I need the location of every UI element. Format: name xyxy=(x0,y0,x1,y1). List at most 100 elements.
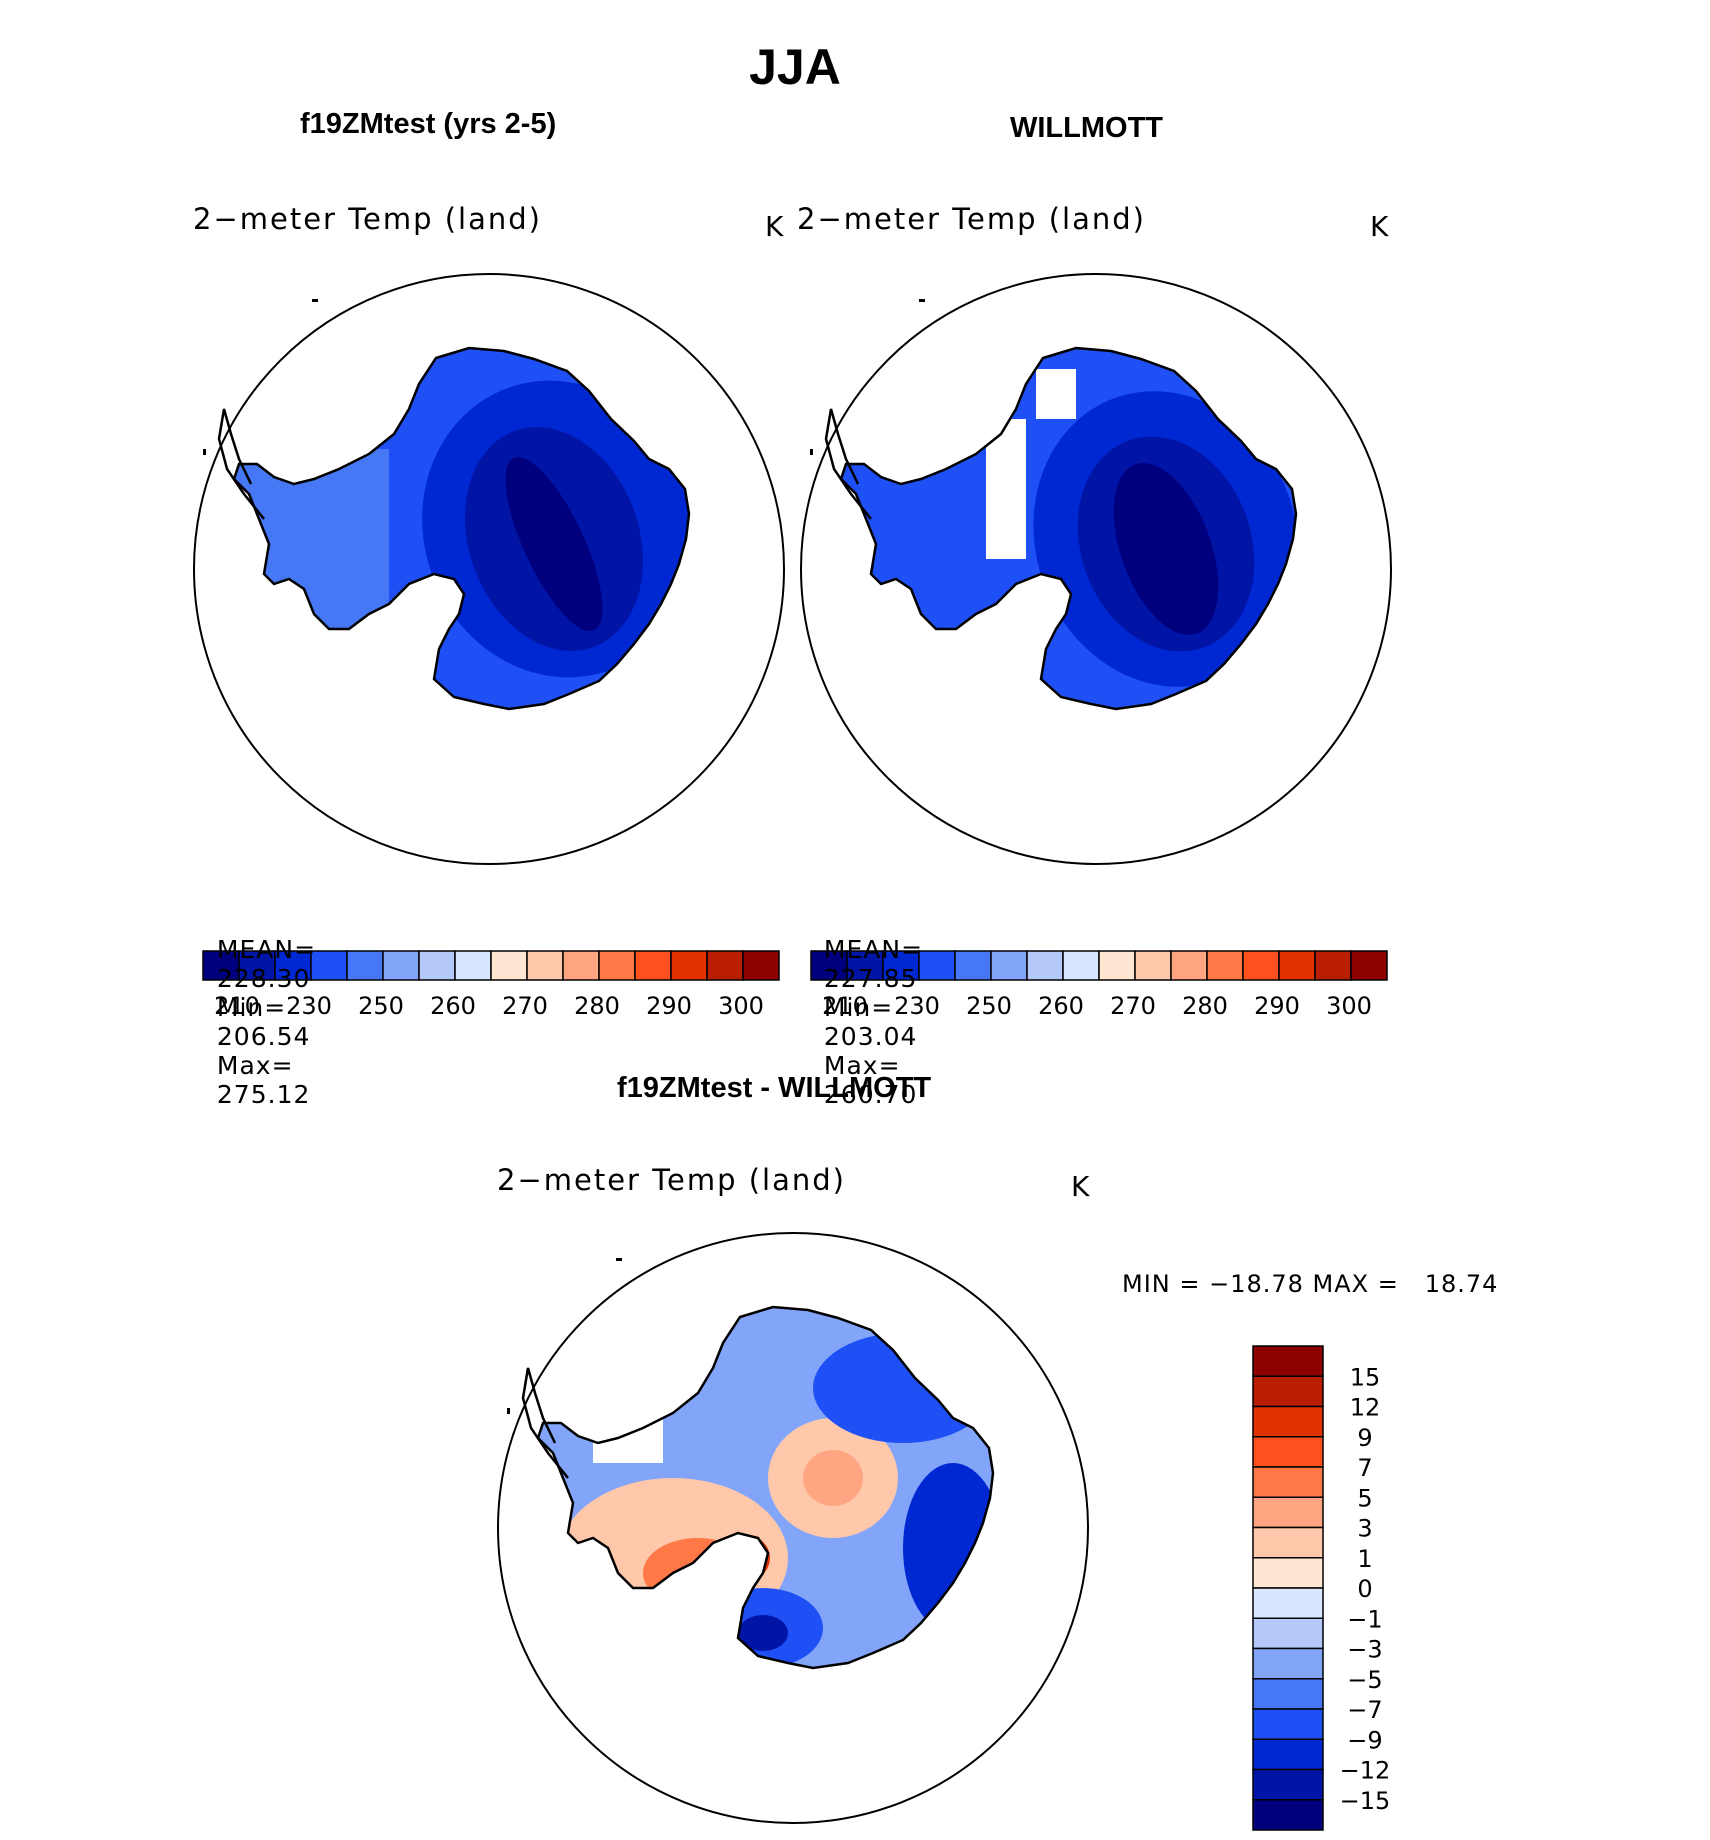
field-cold-east xyxy=(903,1463,993,1633)
colorbar-tick-label: −7 xyxy=(1347,1696,1382,1724)
colorbar-swatch xyxy=(382,950,420,981)
panel-1-min-value: 206.54 xyxy=(216,1022,311,1051)
colorbar-swatch xyxy=(670,950,708,981)
island-mark xyxy=(616,1258,622,1261)
panel-2-min-label: Min= xyxy=(823,993,894,1022)
colorbar-tick-label: 260 xyxy=(1038,992,1084,1020)
colorbar-tick-label: 300 xyxy=(718,992,764,1020)
field-cold-north xyxy=(813,1333,993,1443)
colorbar-swatch xyxy=(562,950,600,981)
coastline xyxy=(536,1305,995,1670)
colorbar-swatch xyxy=(1170,950,1208,981)
colorbar-tick-label: 230 xyxy=(286,992,332,1020)
colorbar-tick-label: 1 xyxy=(1357,1545,1372,1573)
colorbar-swatch xyxy=(346,950,384,981)
colorbar-swatch xyxy=(1206,950,1244,981)
colorbar-tick-label: 7 xyxy=(1357,1454,1372,1482)
colorbar-tick-label: 270 xyxy=(1110,992,1156,1020)
field-dome xyxy=(1113,463,1219,635)
diff-map xyxy=(497,1232,1089,1824)
diff-range-text: MIN = −18.78 MAX = 18.74 xyxy=(1122,1270,1499,1298)
field-warm-core xyxy=(643,1538,753,1608)
colorbar-tick-label: 12 xyxy=(1350,1394,1381,1422)
colorbar-swatch xyxy=(1252,1617,1324,1650)
colorbar-swatch xyxy=(1252,1678,1324,1710)
panel-1-min-label: Min= xyxy=(216,993,287,1022)
colorbar-tick-label: 280 xyxy=(574,992,620,1020)
colorbar-swatch xyxy=(1134,950,1172,981)
colorbar-tick-label: 0 xyxy=(1357,1575,1372,1603)
colorbar-swatch xyxy=(1252,1436,1324,1468)
peninsula-coastline xyxy=(824,408,872,520)
field-missing-data xyxy=(1036,369,1076,419)
colorbar-swatch xyxy=(1252,1768,1324,1801)
island-mark xyxy=(312,299,318,302)
colorbar-swatch xyxy=(1242,950,1280,981)
colorbar-swatch xyxy=(274,950,312,981)
panel-2-case-title: WILLMOTT xyxy=(1010,112,1164,144)
diff-units-label: K xyxy=(1071,1170,1090,1203)
diff-map-boundary xyxy=(497,1232,1089,1824)
field-dome xyxy=(505,456,603,632)
colorbar-swatch xyxy=(490,950,528,981)
panel-2-stats: MEAN= 227.85 Min= 203.04 Max= 260.70 xyxy=(806,906,935,1109)
colorbar-tick-label: 260 xyxy=(430,992,476,1020)
panel-2-max-value: 260.70 xyxy=(823,1080,918,1109)
island-mark xyxy=(203,449,206,455)
panel-2-map xyxy=(800,273,1392,865)
peninsula-coastline xyxy=(521,1367,569,1479)
colorbar-swatch xyxy=(454,950,492,981)
colorbar-tick-label: 210 xyxy=(214,992,260,1020)
colorbar-swatch xyxy=(990,950,1028,981)
colorbar-tick-label: −5 xyxy=(1347,1666,1382,1694)
colorbar-swatch xyxy=(882,950,920,981)
colorbar-swatch xyxy=(1252,1799,1324,1831)
colorbar-tick-label: 9 xyxy=(1357,1424,1372,1452)
colorbar-tick-label: −12 xyxy=(1340,1757,1391,1785)
island-mark xyxy=(507,1408,510,1414)
colorbar-swatch xyxy=(1252,1345,1324,1377)
panel-1-map-boundary xyxy=(193,273,785,865)
season-title: JJA xyxy=(749,39,841,95)
colorbar-tick-label: 250 xyxy=(966,992,1012,1020)
colorbar-tick-label: 270 xyxy=(502,992,548,1020)
colorbar-swatch xyxy=(706,950,744,981)
panel-2-variable-label: 2−meter Temp (land) xyxy=(797,202,1146,236)
panel-1-stats: MEAN= 228.30 Min= 206.54 Max= 275.12 xyxy=(199,906,328,1109)
panel-2-mean-label: MEAN= xyxy=(823,935,924,964)
colorbar-tick-label: 230 xyxy=(894,992,940,1020)
colorbar-swatch xyxy=(418,950,456,981)
panel-1-map xyxy=(193,273,785,865)
panel-1-max-value: 275.12 xyxy=(216,1080,311,1109)
panel-2-antarctica-field xyxy=(810,299,1298,711)
diff-title: f19ZMtest - WILLMOTT xyxy=(617,1072,932,1104)
colorbar-swatch xyxy=(1062,950,1100,981)
diff-variable-label: 2−meter Temp (land) xyxy=(497,1163,846,1197)
colorbar-swatch xyxy=(1098,950,1136,981)
colorbar-tick-label: 300 xyxy=(1326,992,1372,1020)
panel-2-min-value: 203.04 xyxy=(823,1022,918,1051)
panel-1-mean-label: MEAN= xyxy=(216,935,317,964)
panel-1-units-label: K xyxy=(765,210,784,243)
panel-1-case-title: f19ZMtest (yrs 2-5) xyxy=(300,108,557,140)
colorbar-swatch xyxy=(1314,950,1352,981)
colorbar-swatch xyxy=(634,950,672,981)
colorbar-tick-label: 210 xyxy=(822,992,868,1020)
colorbar-swatch xyxy=(1252,1647,1324,1680)
colorbar-swatch xyxy=(810,950,848,981)
colorbar-tick-label: 3 xyxy=(1357,1515,1372,1543)
island-mark xyxy=(919,299,925,302)
coastline xyxy=(839,346,1298,711)
colorbar-tick-label: 250 xyxy=(358,992,404,1020)
island-mark xyxy=(810,449,813,455)
colorbar-swatch xyxy=(1252,1496,1324,1529)
colorbar-tick-label: −15 xyxy=(1340,1787,1391,1815)
coastline xyxy=(232,346,691,711)
colorbar-swatch xyxy=(954,950,992,981)
colorbar-swatch xyxy=(1278,950,1316,981)
colorbar-tick-label: −1 xyxy=(1347,1605,1382,1633)
panel-2-units-label: K xyxy=(1370,210,1389,243)
colorbar-swatch xyxy=(598,950,636,981)
